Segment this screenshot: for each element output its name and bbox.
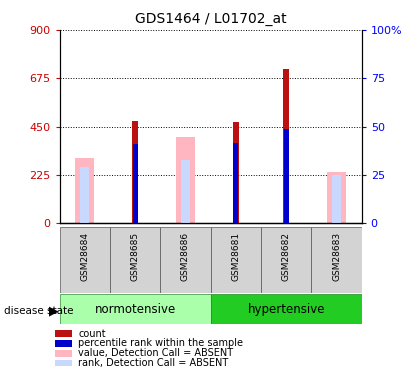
Bar	[55, 350, 72, 357]
Bar	[283, 69, 289, 223]
Bar	[160, 227, 210, 292]
Bar	[327, 172, 346, 223]
Text: GSM28686: GSM28686	[181, 232, 190, 281]
Bar	[332, 175, 341, 223]
Bar	[75, 158, 95, 223]
Bar	[181, 160, 190, 223]
Bar	[80, 167, 89, 223]
Bar	[55, 360, 72, 366]
Bar	[132, 121, 138, 223]
Bar	[55, 330, 72, 337]
Bar	[233, 142, 238, 223]
Bar	[312, 227, 362, 292]
Bar	[133, 144, 138, 223]
Bar	[110, 227, 160, 292]
Text: rank, Detection Call = ABSENT: rank, Detection Call = ABSENT	[78, 358, 229, 368]
Bar	[60, 227, 110, 292]
Title: GDS1464 / L01702_at: GDS1464 / L01702_at	[135, 12, 286, 26]
Text: count: count	[78, 329, 106, 339]
Text: GSM28682: GSM28682	[282, 232, 291, 281]
Text: hypertensive: hypertensive	[247, 303, 325, 316]
Bar	[210, 294, 362, 324]
Text: GSM28681: GSM28681	[231, 232, 240, 281]
Text: GSM28685: GSM28685	[131, 232, 140, 281]
Text: GSM28683: GSM28683	[332, 232, 341, 281]
Text: ▶: ▶	[48, 304, 58, 317]
Bar	[176, 137, 195, 223]
Text: percentile rank within the sample: percentile rank within the sample	[78, 339, 243, 348]
Bar	[284, 129, 289, 223]
Bar	[233, 122, 239, 223]
Bar	[210, 227, 261, 292]
Bar	[55, 340, 72, 347]
Text: disease state: disease state	[4, 306, 74, 315]
Text: GSM28684: GSM28684	[80, 232, 89, 281]
Bar	[261, 227, 312, 292]
Bar	[60, 294, 211, 324]
Text: value, Detection Call = ABSENT: value, Detection Call = ABSENT	[78, 348, 233, 358]
Text: normotensive: normotensive	[95, 303, 176, 316]
